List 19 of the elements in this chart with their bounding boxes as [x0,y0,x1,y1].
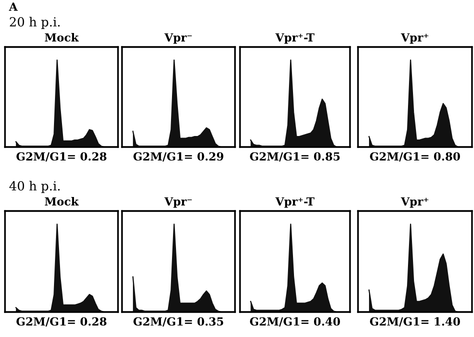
chart-title: Vpr⁺-T [275,197,314,208]
chart-title: Vpr⁺-T [275,33,314,44]
text: G2M/G1= 0.85 [250,152,340,162]
text: G2M/G1= 0.35 [133,317,224,327]
text: G2M/G1= 1.40 [370,317,460,327]
chart-title: Vpr⁺ [400,33,428,44]
text: G2M/G1= 0.40 [250,317,340,327]
text: A [8,2,18,11]
chart-title: Vpr⁺ [400,197,428,208]
chart-title: Mock [44,33,79,42]
chart-title: Vpr⁻ [164,197,192,208]
text: G2M/G1= 0.80 [370,152,460,162]
text: G2M/G1= 0.28 [16,152,106,162]
text: G2M/G1= 0.28 [16,317,106,327]
text: G2M/G1= 0.29 [133,152,224,162]
text: 40 h p.i. [9,180,60,193]
text: 20 h p.i. [10,16,60,29]
chart-title: Vpr⁻ [164,33,192,44]
chart-title: Mock [44,197,79,206]
